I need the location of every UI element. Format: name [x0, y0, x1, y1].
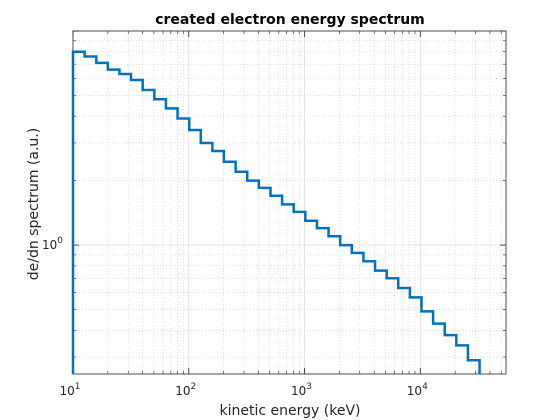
x-tick-label: 104	[407, 382, 428, 398]
spectrum-stairs-line	[71, 50, 481, 374]
x-tick-label: 101	[59, 382, 80, 398]
x-axis-label: kinetic energy (keV)	[220, 403, 361, 419]
x-tick-label: 102	[175, 382, 196, 398]
y-tick-labels: 100	[42, 236, 63, 252]
chart-title: created electron energy spectrum	[155, 12, 425, 28]
y-axis-label: de/dn spectrum (a.u.)	[26, 128, 42, 280]
y-tick-label: 100	[42, 236, 63, 252]
x-tick-label: 103	[291, 382, 312, 398]
x-tick-labels: 101 102 103 104	[59, 382, 428, 398]
